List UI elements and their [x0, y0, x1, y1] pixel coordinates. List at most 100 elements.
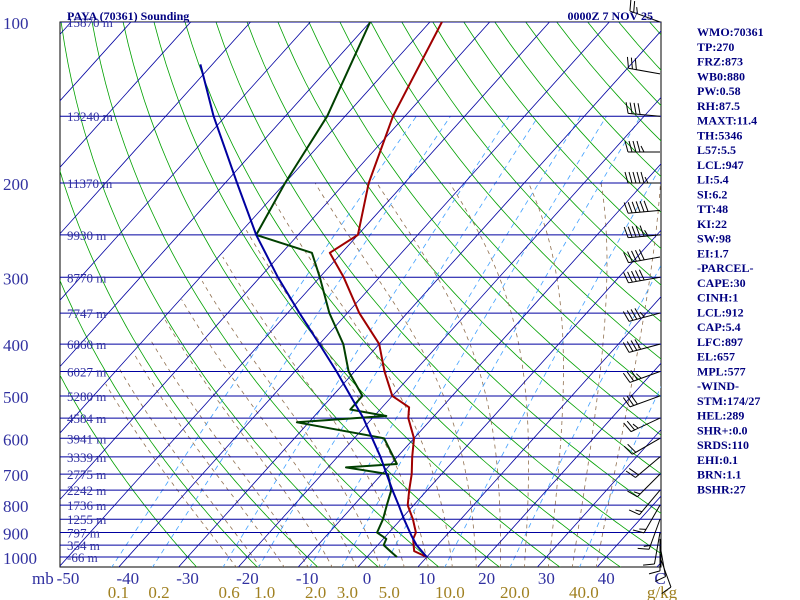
- wind-barb-flag: [632, 423, 639, 429]
- isotherm-line: [60, 22, 252, 235]
- wind-barb-flag: [635, 225, 641, 237]
- wind-barb-flag: [630, 340, 638, 351]
- index-value: SW:98: [697, 232, 731, 246]
- wind-barb-flag: [630, 309, 638, 320]
- temperature-tick-label: 0: [363, 569, 372, 588]
- wind-barb-shaft: [628, 312, 661, 322]
- isotherm-line: [417, 296, 661, 567]
- dry-adiabat-line: [432, 22, 661, 286]
- index-value: EI:1.7: [697, 246, 729, 260]
- wind-barb-shaft: [639, 489, 661, 515]
- index-value: L57:5.5: [697, 143, 736, 157]
- index-value: HEL:289: [697, 409, 744, 423]
- mixing-ratio-tick-label: 20.0: [500, 583, 530, 600]
- plot-area: [59, 21, 662, 568]
- pressure-unit-label: mb: [32, 569, 54, 588]
- wind-barb: [637, 519, 661, 550]
- index-value: WB0:880: [697, 69, 745, 83]
- pressure-tick-label: 100: [3, 14, 29, 33]
- wind-barb-shaft: [630, 417, 661, 433]
- wind-barb-flag: [627, 251, 633, 263]
- wind-barb: [623, 269, 661, 284]
- height-label: 4584 m: [67, 411, 106, 426]
- wind-barb-flag: [631, 250, 637, 262]
- index-value: CINH:1: [697, 291, 738, 305]
- wind-barb: [623, 249, 661, 264]
- index-value: LCL:912: [697, 305, 744, 319]
- wind-barb-flag: [644, 176, 649, 184]
- wind-barb-flag: [628, 509, 640, 516]
- height-label: 6027 m: [67, 364, 106, 379]
- temperature-tick-label: -50: [57, 569, 80, 588]
- wind-barb: [632, 504, 661, 534]
- isotherm-line: [60, 22, 311, 301]
- dry-adiabat-line: [463, 22, 661, 250]
- wind-barb: [625, 102, 661, 117]
- wind-barb-shaft: [629, 395, 661, 408]
- isotherm-line: [60, 22, 192, 168]
- wind-barb-flag: [634, 308, 642, 319]
- height-label: -66 m: [67, 550, 98, 565]
- index-value: STM:174/27: [697, 394, 760, 408]
- temperature-profile: [328, 22, 443, 558]
- temperature-tick-label: 20: [478, 569, 495, 588]
- wind-barb-flag: [630, 370, 638, 380]
- dry-adiabat-line: [774, 22, 800, 568]
- wind-barb-shaft: [659, 556, 672, 588]
- wind-barb-flag: [627, 201, 633, 214]
- wind-barb-flag: [626, 341, 634, 352]
- dry-adiabat-line: [184, 22, 622, 567]
- index-value: CAPE:30: [697, 276, 746, 290]
- height-label: 6860 m: [67, 337, 106, 352]
- temperature-tick-label: -30: [176, 569, 199, 588]
- dewpoint-profile: [255, 22, 398, 558]
- wind-barb-flag: [634, 58, 637, 70]
- wind-barb: [622, 370, 661, 383]
- height-label: 13240 m: [67, 109, 113, 124]
- isotherm-line: [60, 22, 132, 102]
- wind-barb-flag: [632, 529, 645, 534]
- wind-barb: [623, 437, 661, 455]
- temperature-tick-label: -10: [296, 569, 319, 588]
- dry-adiabat-line: [153, 22, 561, 567]
- index-value: LI:5.4: [697, 173, 729, 187]
- wind-barb-shaft: [648, 519, 661, 550]
- isotherm-line: [60, 22, 491, 501]
- wind-barb-flag: [624, 140, 629, 153]
- pressure-tick-label: 200: [3, 175, 29, 194]
- wind-barb-flag: [633, 491, 641, 495]
- mixing-ratio-tick-label: 2.0: [305, 583, 326, 600]
- moist-adiabat-line: [571, 183, 608, 567]
- temperature-tick-label: -20: [236, 569, 259, 588]
- dry-adiabat-line: [339, 22, 661, 398]
- wind-barb-shaft: [628, 343, 661, 353]
- wind-barb-flag: [623, 445, 633, 455]
- dry-adiabat-line: [743, 22, 800, 568]
- wind-barb-flag: [638, 269, 645, 281]
- wind-barb: [624, 140, 660, 153]
- mixing-ratio-tick-label: 1.0: [254, 583, 275, 600]
- wind-barb-flag: [622, 397, 631, 408]
- index-value: SRDS:110: [697, 438, 749, 452]
- temperature-tick-label: 10: [418, 569, 435, 588]
- wind-barb: [623, 417, 661, 433]
- dry-adiabat-line: [246, 22, 661, 514]
- moist-adiabat-line: [132, 352, 285, 567]
- wind-barb-flag: [633, 102, 637, 115]
- height-label: 1255 m: [67, 512, 106, 527]
- wind-barb-flag: [640, 171, 645, 184]
- parcel-path: [199, 64, 428, 558]
- moist-adiabat-line: [119, 368, 261, 567]
- wind-barb-shaft: [628, 67, 661, 75]
- temperature-tick-label: C: [654, 569, 665, 588]
- wind-barb-flag: [623, 252, 629, 263]
- wind-barb: [626, 56, 661, 75]
- wind-barb: [625, 456, 661, 478]
- wind-barb-flag: [627, 226, 633, 238]
- index-value: KI:22: [697, 217, 727, 231]
- wind-barb: [629, 0, 661, 23]
- mixing-ratio-tick-label: 0.2: [148, 583, 169, 600]
- moist-adiabat-line: [245, 229, 429, 567]
- height-label: 354 m: [67, 538, 100, 553]
